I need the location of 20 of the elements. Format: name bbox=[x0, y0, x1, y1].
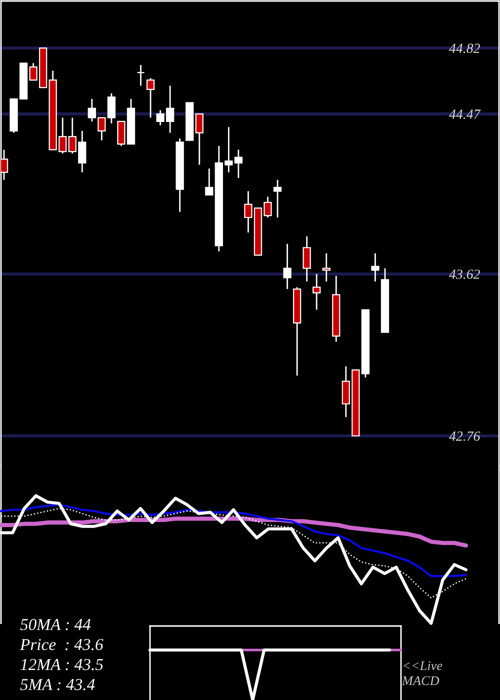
candlestick bbox=[146, 77, 155, 118]
annotation: MACD bbox=[402, 676, 440, 686]
candlestick bbox=[136, 64, 145, 86]
annotation: <<Live bbox=[403, 661, 442, 670]
y-tick-label: 44.82 bbox=[449, 44, 480, 54]
candlestick bbox=[273, 179, 282, 218]
candlestick bbox=[195, 113, 204, 166]
candlestick bbox=[205, 168, 214, 196]
y-tick-label: 44.47 bbox=[449, 110, 481, 119]
annotation: 50MA : 44 bbox=[20, 618, 91, 630]
text: 12MA : 43.5 bbox=[20, 658, 103, 670]
candlestick bbox=[312, 273, 321, 310]
text: Price : 43.6 bbox=[20, 638, 104, 650]
candlestick bbox=[371, 252, 380, 282]
candlestick bbox=[322, 252, 330, 282]
y-tick-label: 42.76 bbox=[449, 432, 480, 441]
y-tick-label: 43.62 bbox=[449, 270, 480, 279]
candlestick bbox=[302, 236, 311, 282]
candlestick bbox=[283, 243, 292, 290]
text: 5MA : 43.4 bbox=[20, 678, 95, 690]
